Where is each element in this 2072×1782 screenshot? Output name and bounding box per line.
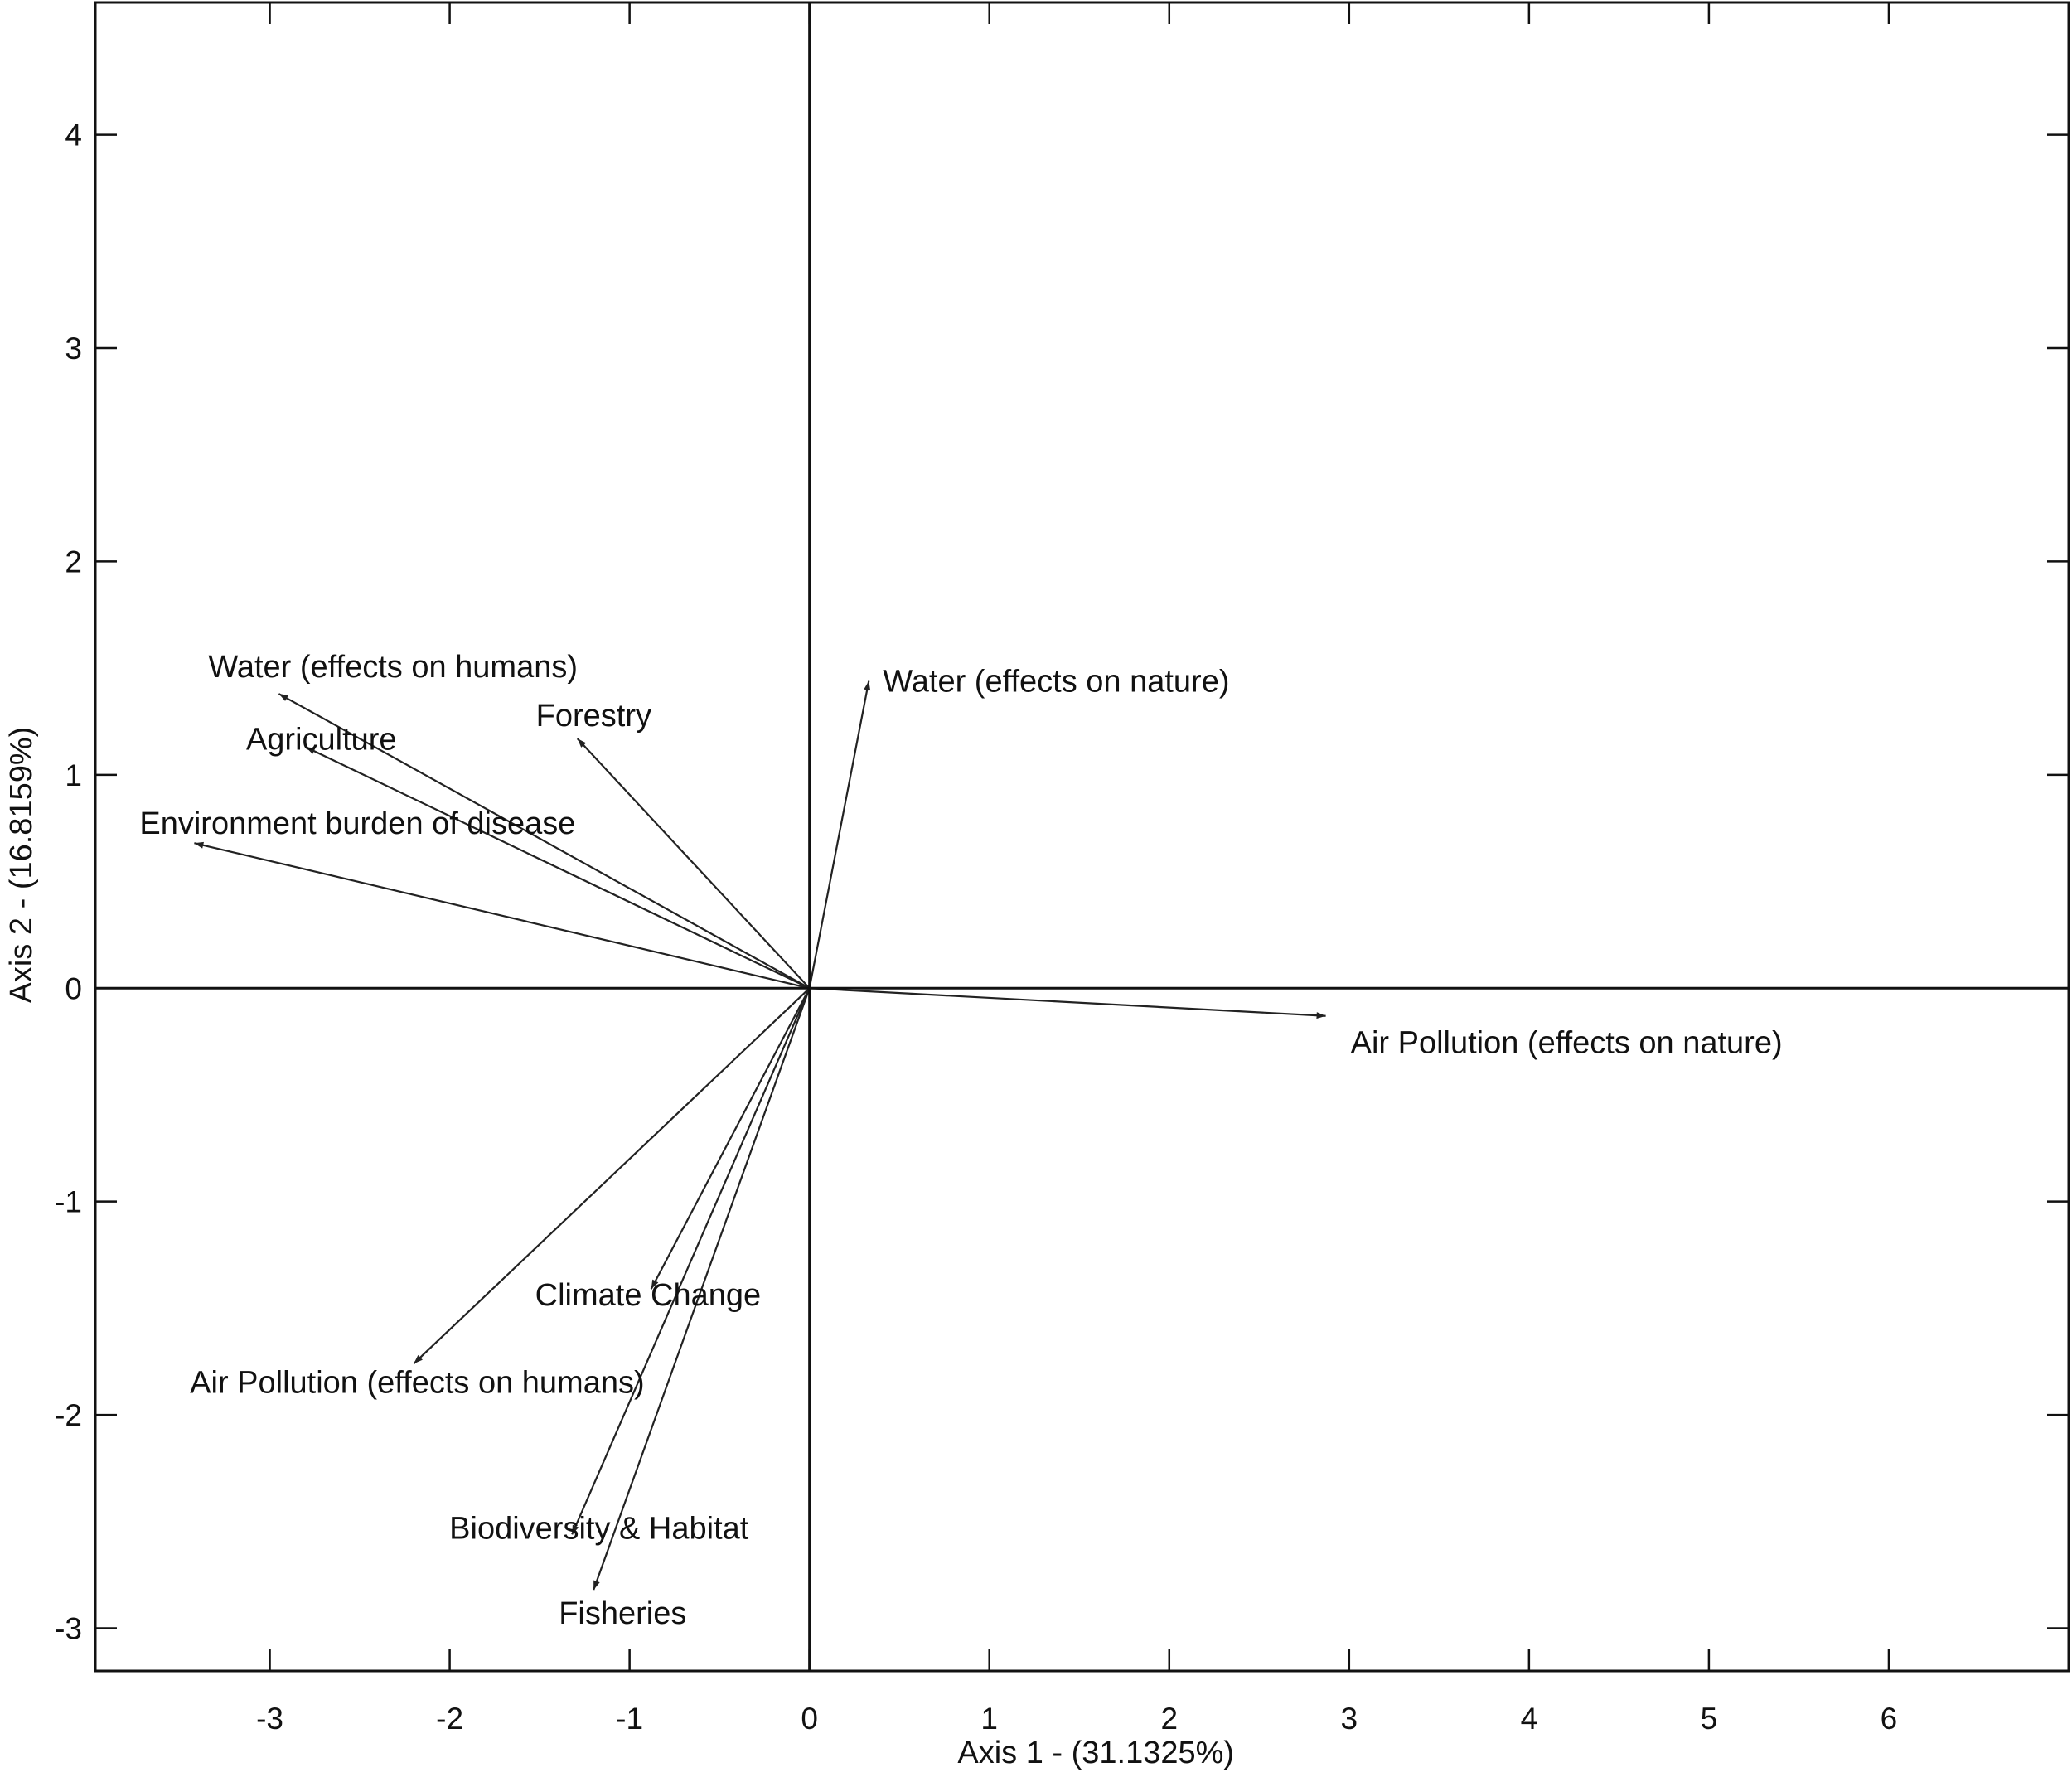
y-tick-label: -1 xyxy=(55,1185,82,1219)
vector-line xyxy=(278,693,811,990)
vector-line xyxy=(413,987,811,1365)
tick-layer: -3 -2 -1 0 1 2 3 4 5 6 -3 -2 -1 0 1 2 3 4 xyxy=(55,2,2069,1736)
x-tick-label: -3 xyxy=(256,1702,283,1736)
vector-arrowhead xyxy=(1316,1012,1326,1019)
vector-arrowhead xyxy=(864,680,871,691)
vector-label: Water (effects on humans) xyxy=(208,650,578,685)
vector-line xyxy=(305,746,811,990)
vector-line xyxy=(576,738,811,990)
vector-arrowhead xyxy=(278,694,288,701)
y-tick-label: 2 xyxy=(65,545,82,579)
plot-frame xyxy=(94,1,2070,1673)
vector-label: Climate Change xyxy=(535,1278,761,1313)
x-tick-label: 6 xyxy=(1881,1702,1898,1736)
vector-label: Biodiversity & Habitat xyxy=(449,1511,749,1546)
x-tick-label: 1 xyxy=(980,1702,998,1736)
x-tick-label: 4 xyxy=(1521,1702,1538,1736)
y-tick-label: 4 xyxy=(65,119,82,153)
x-tick-label: -1 xyxy=(616,1702,643,1736)
vector-label-layer: Water (effects on humans) Forestry Agricul… xyxy=(139,650,1782,1631)
x-tick-label: 5 xyxy=(1701,1702,1718,1736)
y-axis-title: Axis 2 - (16.8159%) xyxy=(4,727,39,1004)
vector-arrowhead xyxy=(194,841,204,849)
vector-label: Water (effects on nature) xyxy=(883,665,1229,700)
vector-arrowhead xyxy=(593,1580,600,1591)
vector-line xyxy=(809,987,1326,1017)
vector-label: Fisheries xyxy=(559,1596,686,1631)
x-tick-label: -2 xyxy=(436,1702,463,1736)
x-axis-title: Axis 1 - (31.1325%) xyxy=(957,1736,1234,1770)
y-tick-label: -3 xyxy=(55,1612,82,1646)
vector-line xyxy=(808,680,870,989)
vector-arrowhead xyxy=(577,738,587,748)
vector-line xyxy=(593,987,811,1591)
vector-label: Forestry xyxy=(536,699,651,734)
vector-arrowhead xyxy=(572,1524,579,1535)
y-tick-label: 1 xyxy=(65,758,82,792)
y-tick-label: 3 xyxy=(65,332,82,366)
vector-arrowhead xyxy=(305,747,316,754)
x-tick-label: 2 xyxy=(1160,1702,1178,1736)
vector-arrowhead xyxy=(414,1354,423,1364)
y-tick-label: 0 xyxy=(65,971,82,1005)
vector-line xyxy=(194,842,810,990)
vector-label: Agriculture xyxy=(246,722,397,757)
y-tick-label: -2 xyxy=(55,1398,82,1432)
vector-arrowhead xyxy=(651,1279,659,1290)
vector-line xyxy=(571,987,811,1535)
vector-layer xyxy=(194,680,1326,1591)
vector-line xyxy=(650,987,811,1290)
x-tick-label: 3 xyxy=(1341,1702,1358,1736)
x-tick-label: 0 xyxy=(801,1702,818,1736)
vector-label: Air Pollution (effects on nature) xyxy=(1351,1026,1783,1061)
vector-label: Air Pollution (effects on humans) xyxy=(190,1365,644,1400)
vector-label: Environment burden of disease xyxy=(139,806,575,841)
